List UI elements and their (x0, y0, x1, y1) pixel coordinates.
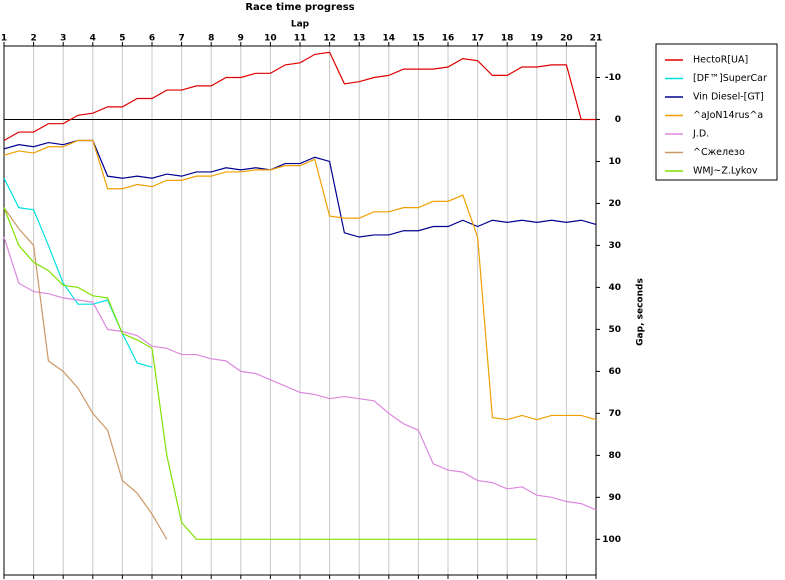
x-tick-label: 4 (90, 34, 96, 44)
y-tick-label: 60 (608, 367, 621, 377)
series-line (3, 51, 596, 141)
x-tick-label: 16 (442, 34, 455, 44)
series-line (3, 139, 597, 238)
legend-label: Vin Diesel-[GT] (693, 92, 764, 103)
y-tick-label: 30 (608, 241, 621, 251)
y-axis-label: Gap, seconds (636, 278, 646, 346)
series-line (3, 207, 537, 540)
x-tick-label: 2 (30, 34, 36, 44)
series-line (3, 236, 597, 511)
legend-label: J.D. (692, 129, 709, 140)
plot-frame (3, 45, 597, 576)
y-tick-label: 70 (608, 409, 621, 419)
x-tick-label: 3 (60, 34, 66, 44)
x-tick-label: 17 (471, 34, 484, 44)
series-line (3, 139, 597, 421)
legend-box (655, 43, 778, 181)
x-tick-label: 10 (264, 34, 277, 44)
x-tick-label: 21 (590, 34, 603, 44)
x-tick-label: 15 (412, 34, 425, 44)
y-tick-label: 80 (608, 451, 621, 461)
y-tick-label: 40 (608, 283, 621, 293)
x-tick-label: 7 (178, 34, 184, 44)
chart-title: Race time progress (245, 2, 354, 13)
x-axis-label: Lap (291, 20, 310, 30)
x-tick-label: 6 (149, 34, 155, 44)
y-tick-label: 0 (615, 115, 621, 125)
legend-label: HectoR[UA] (693, 55, 748, 66)
y-tick-label: 90 (608, 493, 621, 503)
x-tick-label: 18 (501, 34, 514, 44)
x-tick-label: 12 (323, 34, 336, 44)
x-tick-label: 11 (294, 34, 307, 44)
x-tick-label: 14 (383, 34, 396, 44)
series-line (3, 177, 153, 368)
legend-label: [DF™]SuperCar (693, 73, 767, 84)
x-tick-label: 20 (560, 34, 573, 44)
legend-label: ^aJoN14rus^a (693, 110, 763, 121)
y-tick-label: 10 (608, 157, 621, 167)
y-tick-label: -10 (605, 73, 621, 83)
x-tick-label: 19 (531, 34, 544, 44)
x-tick-label: 5 (119, 34, 125, 44)
series-line (3, 207, 168, 540)
x-tick-label: 1 (1, 34, 7, 44)
y-tick-label: 100 (602, 535, 621, 545)
x-tick-label: 13 (353, 34, 366, 44)
legend-label: ^Сжелезо (693, 147, 745, 158)
x-tick-label: 8 (208, 34, 214, 44)
legend-label: WMJ~Z.Lykov (693, 166, 758, 177)
y-tick-label: 20 (608, 199, 621, 209)
x-tick-label: 9 (238, 34, 244, 44)
y-tick-label: 50 (608, 325, 621, 335)
